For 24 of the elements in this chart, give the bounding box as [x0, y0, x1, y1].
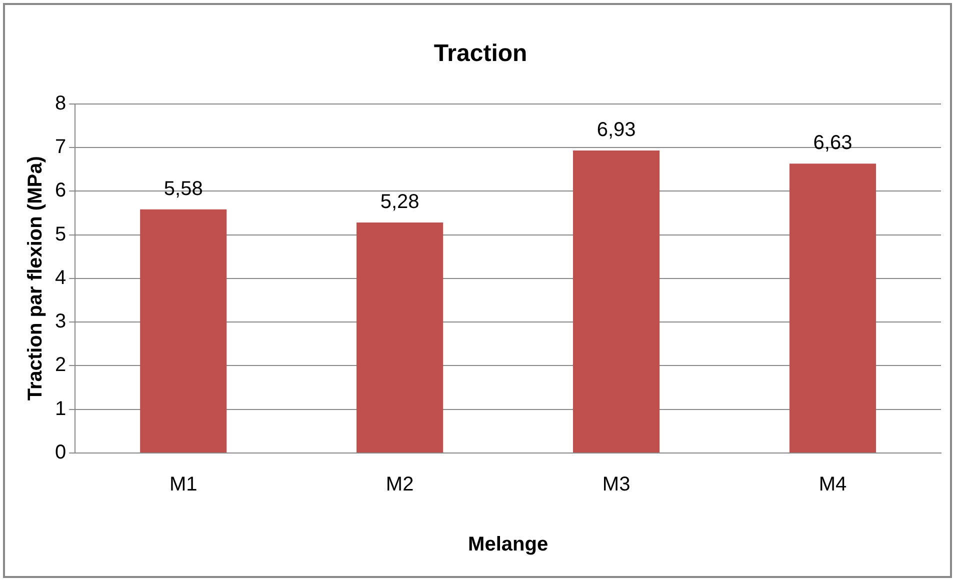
y-tick-label: 8 [55, 92, 66, 114]
data-label: 6,93 [596, 119, 636, 142]
x-tick-label: M3 [602, 474, 630, 496]
y-axis-title: Traction par flexion (MPa) [24, 156, 47, 401]
x-tick-label: M1 [169, 474, 198, 496]
y-tick-label: 1 [55, 398, 66, 420]
bar [573, 150, 660, 452]
x-tick-label: M2 [386, 474, 414, 496]
x-tick-label: M4 [818, 474, 847, 496]
y-tick-label: 5 [55, 223, 66, 246]
y-tick-label: 7 [55, 136, 66, 158]
chart-title: Traction [434, 40, 528, 68]
x-axis-title: Melange [468, 534, 548, 556]
bar [140, 209, 227, 452]
bar [356, 222, 444, 452]
data-label: 6,63 [813, 132, 852, 154]
y-tick-label: 3 [55, 310, 66, 333]
y-tick-label: 0 [55, 442, 66, 464]
y-tick-label: 6 [55, 180, 66, 202]
y-tick-label: 4 [55, 266, 66, 289]
y-tick-label: 2 [55, 354, 66, 376]
data-label: 5,58 [164, 178, 203, 200]
bar [789, 164, 876, 452]
data-label: 5,28 [380, 191, 420, 214]
